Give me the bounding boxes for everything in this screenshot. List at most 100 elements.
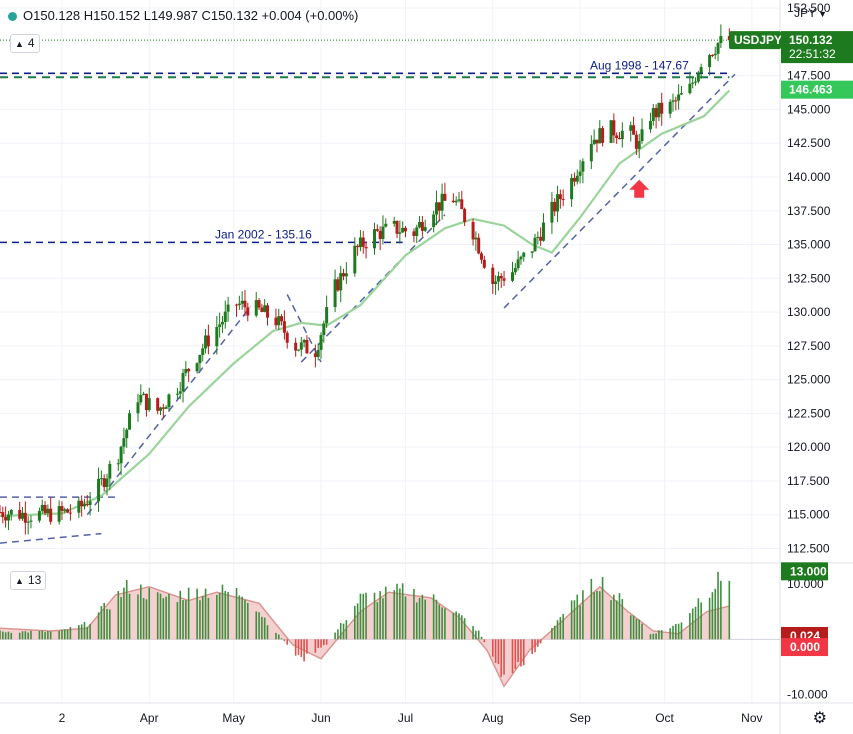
candle-body [595, 139, 599, 144]
candles [0, 24, 731, 535]
candle-body [719, 36, 723, 44]
price-axis: 152.500150.000147.500145.000142.500140.0… [729, 1, 853, 702]
candle-body [260, 307, 264, 312]
ohlc-values: O150.128 H150.152 L149.987 C150.132 +0.0… [23, 8, 359, 23]
candle-body [356, 245, 360, 248]
oscillator-badge-value: 13.000 [790, 564, 827, 578]
candle-body [513, 268, 517, 273]
candle-body [23, 512, 27, 523]
candle-body [480, 253, 484, 260]
candle-body [102, 478, 106, 488]
candle-body [570, 177, 574, 200]
candle-body [226, 304, 230, 312]
candle-body [688, 83, 692, 94]
candle-body [654, 108, 658, 118]
candle-body [159, 407, 163, 411]
candle-body [519, 256, 523, 260]
candle-body [632, 125, 636, 135]
candle-body [361, 237, 365, 247]
candle-body [375, 229, 379, 231]
currency-label: JPY [794, 6, 817, 20]
candle-body [339, 273, 343, 291]
candle-body [491, 267, 495, 285]
candle-body [694, 81, 698, 83]
candle-body [474, 237, 478, 240]
candle-body [536, 236, 540, 238]
candle-body [136, 402, 140, 414]
oscillator-tick-label: 10.000 [787, 577, 824, 591]
signal-arrow [629, 179, 650, 198]
candle-body [181, 372, 185, 392]
candle-body [403, 227, 407, 232]
symbol-badge [729, 31, 781, 50]
candle-body [37, 511, 41, 521]
candle-body [572, 177, 576, 182]
price-tick-label: 135.000 [787, 238, 831, 252]
price-tick-label: 122.500 [787, 406, 831, 420]
candle-body [63, 509, 67, 511]
candle-body [648, 120, 652, 130]
price-tick-label: 142.500 [787, 136, 831, 150]
candle-body [401, 227, 405, 233]
price-tick-label: 115.000 [787, 508, 830, 522]
candle-body [175, 393, 179, 395]
candle-body [1, 512, 5, 518]
candle-body [125, 429, 129, 439]
candle-body [454, 200, 458, 203]
candle-body [713, 53, 717, 56]
candle-body [105, 478, 109, 488]
candle-body [609, 120, 613, 143]
candle-body [77, 500, 81, 513]
horizontal-levels: Aug 1998 - 147.67 Jan 2002 - 135.16 [0, 39, 780, 244]
oscillator-badge [781, 562, 828, 581]
candle-body [398, 232, 402, 234]
candle-body [460, 199, 464, 210]
candle-body [660, 102, 664, 114]
candle-body [206, 335, 210, 347]
price-tick-label: 132.500 [787, 271, 831, 285]
candle-body [167, 394, 171, 408]
candle-body [553, 201, 557, 212]
candle-body [313, 353, 317, 357]
ma-badge [781, 80, 853, 99]
candle-body [108, 463, 112, 479]
level-label: Jan 2002 - 135.16 [215, 227, 312, 241]
ohlc-legend: O150.128 H150.152 L149.987 C150.132 +0.0… [8, 8, 358, 23]
candle-body [612, 120, 616, 136]
candle-body [187, 368, 191, 372]
candle-body [617, 138, 621, 140]
candle-body [629, 125, 633, 131]
candle-body [235, 304, 239, 306]
oscillator-badge [781, 638, 828, 657]
candle-body [161, 407, 165, 409]
time-tick-label: Apr [140, 711, 159, 725]
candle-body [282, 321, 286, 333]
candle-body [246, 307, 250, 316]
indicators-toggle[interactable]: ▲ 4 [10, 34, 40, 53]
candle-body [668, 101, 672, 114]
trendline [503, 73, 736, 309]
trendline [300, 214, 446, 363]
candle-body [432, 214, 436, 228]
candle-body [319, 335, 323, 350]
candle-body [198, 354, 202, 364]
candle-body [128, 413, 132, 430]
gear-icon[interactable]: ⚙ [812, 710, 827, 727]
candle-body [412, 231, 416, 236]
candle-body [263, 305, 267, 312]
candle-body [381, 226, 385, 239]
oscillator-tick-label: -10.000 [787, 688, 828, 702]
oscillator-toggle[interactable]: ▲ 13 [10, 571, 47, 590]
candle-body [696, 72, 700, 82]
candle-body [43, 504, 47, 514]
price-tick-label: 127.500 [787, 339, 831, 353]
currency-selector[interactable]: JPY ▼ [794, 6, 827, 20]
candle-body [423, 227, 427, 231]
candle-body [184, 368, 188, 373]
candle-body [378, 230, 382, 239]
candle-body [26, 521, 30, 523]
candle-body [502, 278, 506, 281]
candle-body [254, 300, 258, 316]
